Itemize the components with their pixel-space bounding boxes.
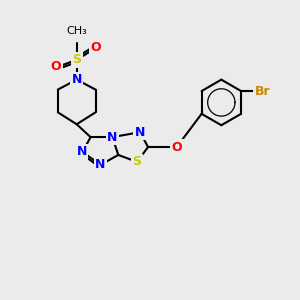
Text: S: S: [72, 53, 81, 66]
Text: N: N: [71, 73, 82, 86]
Text: O: O: [171, 140, 182, 154]
Text: S: S: [133, 155, 142, 168]
Text: Br: Br: [255, 85, 271, 98]
Text: N: N: [95, 158, 106, 171]
Text: N: N: [76, 146, 87, 158]
Text: O: O: [51, 60, 61, 73]
Text: CH₃: CH₃: [66, 26, 87, 36]
Text: O: O: [90, 41, 101, 55]
Text: N: N: [135, 126, 145, 139]
Text: N: N: [107, 130, 118, 144]
